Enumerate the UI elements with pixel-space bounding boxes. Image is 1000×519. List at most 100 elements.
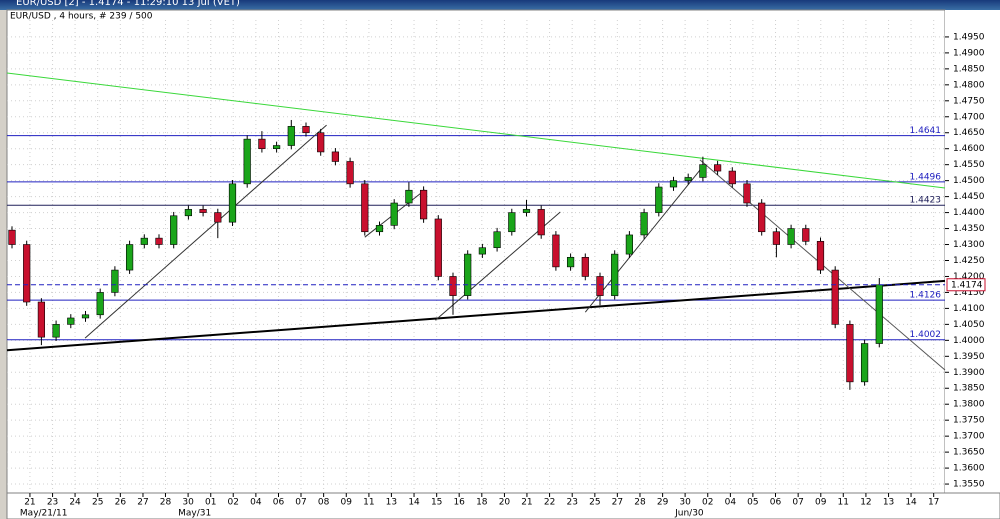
x-tick-label: 09 — [341, 498, 353, 508]
candle-body — [831, 269, 839, 325]
candle-body — [581, 256, 589, 277]
candle-body — [684, 177, 692, 181]
candle-body — [287, 126, 295, 146]
x-tick-label: 30 — [182, 498, 194, 508]
date-label: Jun/30 — [674, 509, 704, 519]
x-tick-label: 11 — [838, 498, 849, 508]
candle-body — [346, 161, 354, 185]
candle-body — [758, 202, 766, 233]
candle-body — [419, 189, 428, 220]
x-tick-label: 16 — [453, 498, 465, 508]
candle-body — [111, 269, 119, 293]
candle-body — [875, 284, 883, 344]
y-tick-label: 1.4250 — [953, 256, 985, 266]
candle-body — [449, 276, 457, 296]
candle-body — [625, 234, 634, 255]
x-tick-label: 23 — [47, 498, 58, 508]
y-tick-label: 1.4200 — [953, 272, 985, 282]
candle-body — [272, 145, 281, 150]
y-tick-label: 1.4550 — [953, 160, 985, 170]
price-axis-area — [945, 10, 1000, 493]
x-tick-label: 25 — [92, 498, 103, 508]
date-label: May/31 — [178, 509, 211, 519]
y-tick-label: 1.4850 — [953, 64, 985, 74]
candle-body — [184, 209, 193, 217]
x-tick-label: 25 — [589, 498, 600, 508]
candle-body — [846, 324, 854, 383]
y-tick-label: 1.3900 — [953, 368, 985, 378]
x-tick-label: 22 — [544, 498, 555, 508]
x-tick-label: 29 — [657, 498, 669, 508]
candle-body — [566, 256, 575, 268]
candle-body — [713, 164, 722, 172]
x-tick-label: 20 — [499, 498, 511, 508]
x-tick-label: 27 — [612, 498, 623, 508]
candle-body — [199, 209, 207, 213]
y-tick-label: 1.4400 — [953, 208, 985, 218]
candle-body — [802, 228, 810, 242]
candle-body — [390, 202, 398, 226]
candle-body — [405, 189, 413, 204]
x-tick-label: 02 — [228, 498, 239, 508]
x-tick-label: 02 — [702, 498, 713, 508]
x-tick-label: 11 — [363, 498, 374, 508]
x-tick-label: 05 — [747, 498, 758, 508]
candle-body — [464, 253, 472, 296]
level-label: 1.4423 — [910, 196, 942, 206]
x-tick-label: 07 — [792, 498, 803, 508]
candle-body — [552, 234, 560, 268]
x-tick-label: 08 — [318, 498, 330, 508]
level-label: 1.4002 — [910, 330, 942, 340]
y-tick-label: 1.4950 — [953, 32, 985, 42]
candle-body — [140, 237, 148, 245]
x-tick-label: 12 — [860, 498, 871, 508]
level-label: 1.4496 — [910, 172, 942, 182]
candle-body — [478, 247, 487, 255]
candle-body — [669, 180, 678, 188]
x-tick-label: 14 — [408, 498, 420, 508]
candle-body — [375, 225, 384, 233]
candle-body — [8, 229, 16, 245]
trendline — [6, 279, 946, 352]
y-tick-label: 1.3750 — [953, 416, 985, 426]
x-tick-label: 21 — [24, 498, 35, 508]
y-tick-label: 1.4000 — [953, 336, 985, 346]
y-tick-label: 1.4450 — [953, 192, 985, 202]
candle-body — [787, 228, 795, 245]
candle-body — [611, 253, 619, 296]
candle-body — [228, 183, 237, 223]
candle-body — [522, 209, 531, 213]
level-label: 1.4641 — [910, 126, 942, 136]
date-label: May/21/11 — [20, 509, 68, 519]
y-tick-label: 1.3600 — [953, 464, 985, 474]
trendline — [84, 124, 327, 339]
x-tick-label: 14 — [905, 498, 917, 508]
x-tick-label: 04 — [725, 498, 737, 508]
x-tick-label: 30 — [679, 498, 691, 508]
candle-body — [743, 183, 751, 204]
candle-body — [155, 237, 163, 245]
candle-body — [96, 292, 104, 316]
y-tick-label: 1.4800 — [953, 80, 985, 90]
y-tick-label: 1.4300 — [953, 240, 985, 250]
candle-body — [37, 301, 46, 338]
candle-body — [331, 151, 340, 162]
x-tick-label: 27 — [137, 498, 148, 508]
window-title: EUR/USD [2] - 1.4174 - 11:29:10 13 Jul (… — [0, 0, 1000, 10]
candle-body — [860, 343, 869, 383]
x-tick-label: 06 — [770, 498, 782, 508]
y-tick-label: 1.3550 — [953, 480, 985, 490]
candle-body — [52, 324, 60, 338]
x-tick-label: 17 — [928, 498, 939, 508]
x-tick-label: 28 — [634, 498, 646, 508]
x-tick-label: 15 — [431, 498, 442, 508]
candle-body — [258, 138, 266, 150]
candle-body — [699, 164, 707, 178]
y-tick-label: 1.4700 — [953, 112, 985, 122]
y-tick-label: 1.4650 — [953, 128, 985, 138]
trendline — [584, 169, 701, 313]
y-tick-label: 1.3650 — [953, 448, 985, 458]
x-tick-label: 21 — [521, 498, 532, 508]
